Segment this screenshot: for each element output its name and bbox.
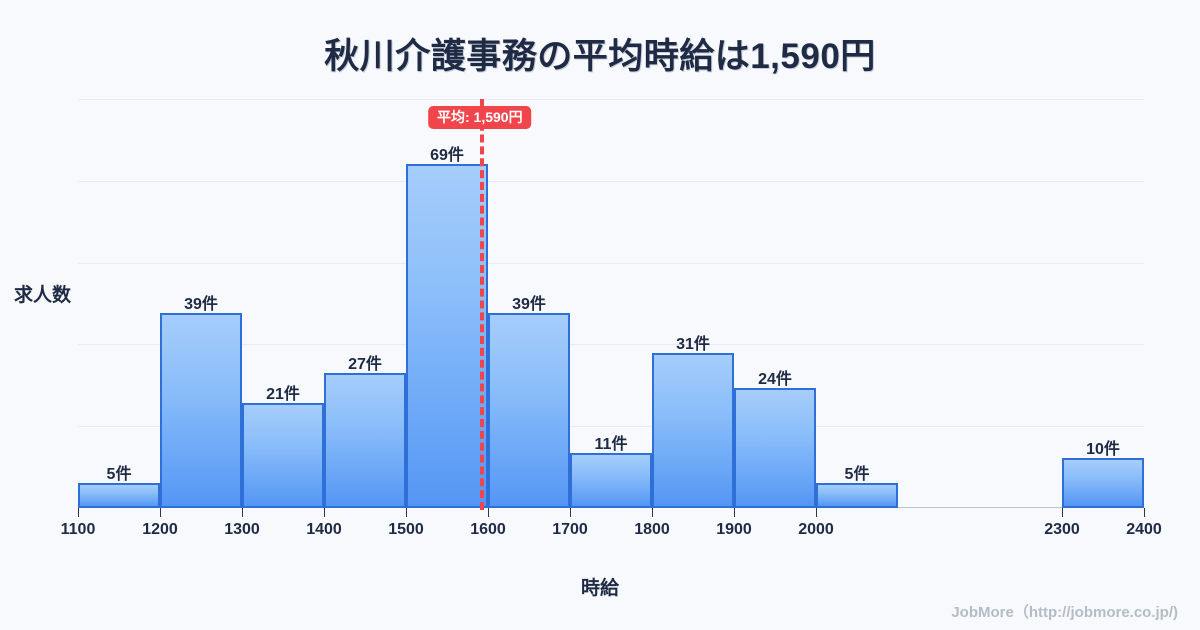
x-axis-tick <box>1062 508 1063 517</box>
gridline <box>78 99 1144 100</box>
gridline <box>78 262 1144 264</box>
plot-area <box>78 99 1144 510</box>
bar[interactable] <box>488 313 570 508</box>
x-axis-tick <box>242 508 243 517</box>
x-axis-tick <box>652 508 653 517</box>
bar-value-label: 39件 <box>512 296 546 314</box>
bar-value-label: 24件 <box>758 371 792 389</box>
bar-value-label: 39件 <box>184 296 218 314</box>
x-axis-tick-label: 1200 <box>142 521 178 538</box>
chart-title: 秋川介護事務の平均時給は1,590円 <box>324 37 876 76</box>
x-axis-tick-label: 2400 <box>1126 521 1162 538</box>
bar-value-label: 31件 <box>676 336 710 354</box>
x-axis-tick-label: 1100 <box>60 521 96 538</box>
x-axis-tick <box>1144 508 1145 517</box>
x-axis-tick-label: 1800 <box>634 521 670 538</box>
bar[interactable] <box>160 313 242 508</box>
x-axis-tick <box>570 508 571 517</box>
watermark: JobMore（http://jobmore.co.jp/) <box>951 604 1178 621</box>
x-axis-tick-label: 2000 <box>798 521 834 538</box>
average-line <box>479 99 484 510</box>
x-axis-tick-label: 2300 <box>1044 521 1080 538</box>
x-axis-tick <box>734 508 735 517</box>
x-axis-tick-label: 1900 <box>716 521 752 538</box>
x-axis-tick <box>406 508 407 517</box>
bar[interactable] <box>78 483 160 508</box>
x-axis-tick-label: 1700 <box>552 521 588 538</box>
bar[interactable] <box>734 388 816 508</box>
bar[interactable] <box>406 163 488 508</box>
x-axis-tick <box>78 508 79 517</box>
bar[interactable] <box>652 353 734 508</box>
x-axis-tick <box>488 508 489 517</box>
bar[interactable] <box>816 483 898 508</box>
x-axis-tick-label: 1400 <box>306 521 342 538</box>
x-axis-tick <box>324 508 325 517</box>
y-axis-title: 求人数 <box>14 285 72 306</box>
bar-value-label: 5件 <box>106 466 132 484</box>
x-axis-title: 時給 <box>580 578 619 599</box>
gridline <box>78 426 1144 428</box>
bar-value-label: 11件 <box>594 436 628 454</box>
bar[interactable] <box>242 403 324 508</box>
bar[interactable] <box>570 453 652 508</box>
x-axis-tick <box>816 508 817 517</box>
bar-value-label: 69件 <box>430 146 464 164</box>
bar-value-label: 21件 <box>266 386 300 404</box>
bar-value-label: 27件 <box>348 356 382 374</box>
bar-value-label: 10件 <box>1086 441 1120 459</box>
average-badge: 平均: 1,590円 <box>428 106 532 129</box>
gridline <box>78 344 1144 346</box>
x-axis-tick <box>160 508 161 517</box>
x-axis-tick-label: 1600 <box>470 521 506 538</box>
x-axis-tick-label: 1300 <box>224 521 260 538</box>
x-axis-tick-label: 1500 <box>388 521 424 538</box>
gridline <box>78 180 1144 182</box>
bar[interactable] <box>324 373 406 508</box>
bar-value-label: 5件 <box>844 466 870 484</box>
bar[interactable] <box>1062 458 1144 508</box>
